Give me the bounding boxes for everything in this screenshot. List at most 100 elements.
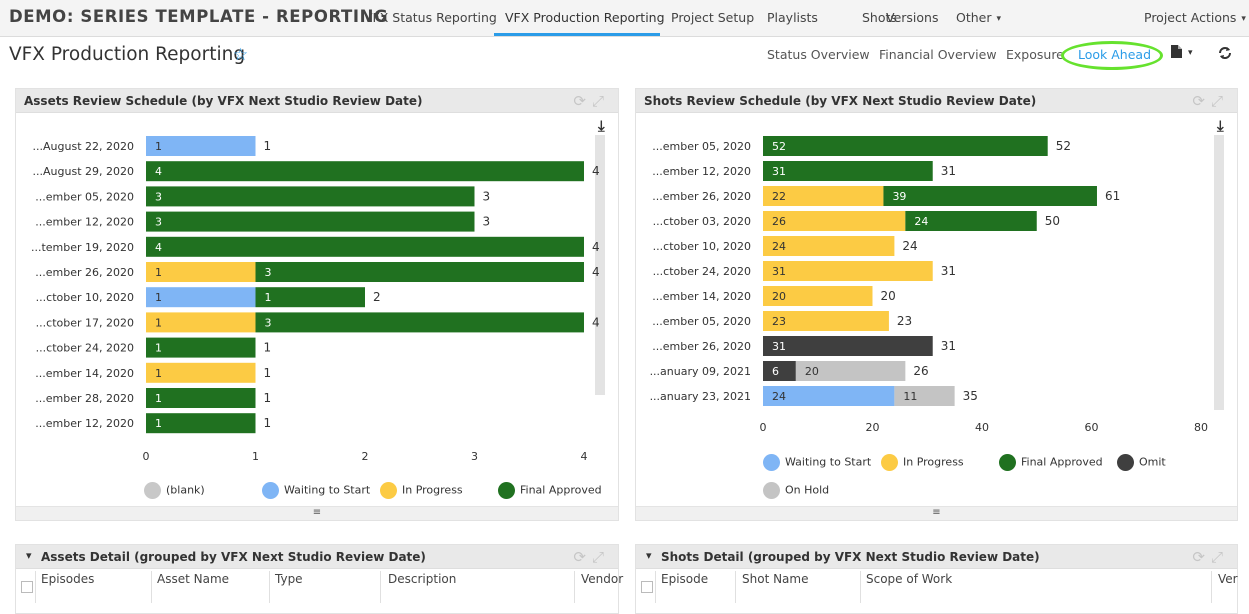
bar-segment[interactable] bbox=[763, 186, 884, 206]
bar-segment[interactable] bbox=[146, 161, 584, 182]
nav-playlists[interactable]: Playlists bbox=[767, 10, 818, 25]
download-icon[interactable]: ⤓ bbox=[598, 117, 605, 135]
column-divider bbox=[380, 571, 381, 603]
refresh-icon[interactable]: ⟳ bbox=[573, 92, 592, 110]
legend-item-on-hold[interactable]: On Hold bbox=[763, 482, 829, 499]
widget-tools: ⟳⤢ bbox=[573, 92, 610, 110]
top-nav: DEMO: SERIES TEMPLATE - REPORTING VFX St… bbox=[0, 0, 1249, 37]
expand-icon[interactable]: ⤢ bbox=[1210, 92, 1229, 110]
legend-item-waiting[interactable]: Waiting to Start bbox=[763, 454, 871, 471]
bar-segment[interactable] bbox=[146, 388, 256, 408]
project-actions-menu[interactable]: Project Actions ▾ bbox=[1144, 10, 1246, 25]
chevron-down-icon[interactable]: ▾ bbox=[1188, 48, 1193, 58]
bar-segment[interactable] bbox=[763, 336, 933, 356]
download-icon[interactable]: ⤓ bbox=[1217, 117, 1224, 135]
category-label: ...ctober 10, 2020 bbox=[653, 240, 751, 253]
assets-review-widget: Assets Review Schedule (by VFX Next Stud… bbox=[15, 88, 619, 521]
bar-segment[interactable] bbox=[763, 211, 906, 231]
bar-segment[interactable] bbox=[894, 386, 955, 406]
column-header-type[interactable]: Type bbox=[275, 572, 303, 586]
bar-segment[interactable] bbox=[255, 312, 585, 333]
shots-detail-widget: ▾ Shots Detail (grouped by VFX Next Stud… bbox=[635, 544, 1238, 614]
subnav-status-overview[interactable]: Status Overview bbox=[767, 47, 870, 62]
legend-item-omit[interactable]: Omit bbox=[1117, 454, 1166, 471]
nav-shots[interactable]: Shots bbox=[862, 10, 897, 25]
legend-item-final-approved[interactable]: Final Approved bbox=[999, 454, 1103, 471]
bar-segment[interactable] bbox=[905, 211, 1037, 231]
total-label: 31 bbox=[941, 339, 956, 353]
column-header-vendor[interactable]: Vendor bbox=[581, 572, 624, 586]
bar-segment[interactable] bbox=[146, 413, 256, 434]
nav-other[interactable]: Other ▾ bbox=[956, 10, 1001, 25]
refresh-icon[interactable] bbox=[1218, 46, 1232, 64]
column-header-shot-name[interactable]: Shot Name bbox=[742, 572, 809, 586]
column-header-episode[interactable]: Episode bbox=[661, 572, 709, 586]
star-icon[interactable]: ☆ bbox=[233, 45, 249, 65]
subnav-financial-overview[interactable]: Financial Overview bbox=[879, 47, 997, 62]
nav-project-setup[interactable]: Project Setup bbox=[671, 10, 755, 25]
chevron-down-icon: ▾ bbox=[1241, 14, 1246, 24]
segment-label: 1 bbox=[155, 140, 162, 153]
chart-scrollbar[interactable] bbox=[595, 135, 605, 395]
bar-segment[interactable] bbox=[763, 236, 895, 256]
select-all-checkbox[interactable] bbox=[21, 581, 33, 593]
bar-segment[interactable] bbox=[763, 136, 1048, 156]
bar-segment[interactable] bbox=[146, 136, 256, 156]
bar-segment[interactable] bbox=[763, 261, 933, 281]
column-header-episodes[interactable]: Episodes bbox=[41, 572, 95, 586]
nav-vfx-production-reporting[interactable]: VFX Production Reporting bbox=[505, 10, 665, 25]
bar-segment[interactable] bbox=[146, 362, 256, 383]
legend-item-blank[interactable]: (blank) bbox=[144, 482, 205, 499]
refresh-icon[interactable]: ⟳ bbox=[1192, 92, 1211, 110]
bar-segment[interactable] bbox=[883, 186, 1097, 206]
resize-grip[interactable]: ≡ bbox=[636, 506, 1237, 520]
bar-segment[interactable] bbox=[763, 386, 895, 406]
collapse-chevron-icon[interactable]: ▾ bbox=[646, 549, 652, 562]
refresh-icon[interactable]: ⟳ bbox=[1192, 548, 1211, 566]
expand-icon[interactable]: ⤢ bbox=[591, 92, 610, 110]
legend-item-waiting[interactable]: Waiting to Start bbox=[262, 482, 370, 499]
project-title[interactable]: DEMO: SERIES TEMPLATE - REPORTING bbox=[9, 7, 389, 26]
bar-segment[interactable] bbox=[255, 262, 585, 282]
category-label: ...August 22, 2020 bbox=[33, 140, 134, 153]
expand-icon[interactable]: ⤢ bbox=[591, 548, 610, 566]
legend-label: In Progress bbox=[402, 483, 463, 497]
bar-segment[interactable] bbox=[146, 337, 256, 358]
subnav-exposure[interactable]: Exposure bbox=[1006, 47, 1064, 62]
resize-grip[interactable]: ≡ bbox=[16, 506, 618, 520]
total-label: 61 bbox=[1105, 189, 1120, 203]
bar-segment[interactable] bbox=[146, 287, 256, 308]
bar-segment[interactable] bbox=[795, 361, 906, 381]
nav-vfx-status-reporting[interactable]: VFX Status Reporting bbox=[364, 10, 497, 25]
column-header-ver[interactable]: Ver bbox=[1218, 572, 1238, 586]
segment-label: 24 bbox=[772, 390, 786, 403]
column-header-asset-name[interactable]: Asset Name bbox=[157, 572, 230, 586]
column-header-scope-of-work[interactable]: Scope of Work bbox=[866, 572, 953, 586]
x-tick-label: 4 bbox=[581, 450, 588, 463]
column-header-description[interactable]: Description bbox=[388, 572, 457, 586]
subnav-look-ahead[interactable]: Look Ahead bbox=[1078, 47, 1152, 62]
total-label: 50 bbox=[1045, 214, 1060, 228]
select-all-checkbox[interactable] bbox=[641, 581, 653, 593]
expand-icon[interactable]: ⤢ bbox=[1210, 548, 1229, 566]
bar-segment[interactable] bbox=[146, 186, 475, 207]
legend-item-final-approved[interactable]: Final Approved bbox=[498, 482, 602, 499]
bar-segment[interactable] bbox=[146, 236, 584, 257]
nav-versions[interactable]: Versions bbox=[886, 10, 938, 25]
total-label: 2 bbox=[373, 290, 381, 304]
chart-scrollbar[interactable] bbox=[1214, 135, 1224, 410]
bar-segment[interactable] bbox=[146, 262, 256, 282]
legend-item-in-progress[interactable]: In Progress bbox=[881, 454, 964, 471]
collapse-chevron-icon[interactable]: ▾ bbox=[26, 549, 32, 562]
bar-segment[interactable] bbox=[146, 312, 256, 333]
refresh-icon[interactable]: ⟳ bbox=[573, 548, 592, 566]
bar-segment[interactable] bbox=[146, 211, 475, 232]
document-icon[interactable] bbox=[1171, 45, 1182, 62]
bar-segment[interactable] bbox=[763, 311, 889, 331]
segment-label: 6 bbox=[772, 365, 779, 378]
bar-segment[interactable] bbox=[255, 287, 366, 308]
bar-segment[interactable] bbox=[763, 286, 873, 306]
bar-segment[interactable] bbox=[763, 161, 933, 181]
legend-item-in-progress[interactable]: In Progress bbox=[380, 482, 463, 499]
bar-segment[interactable] bbox=[763, 361, 796, 381]
